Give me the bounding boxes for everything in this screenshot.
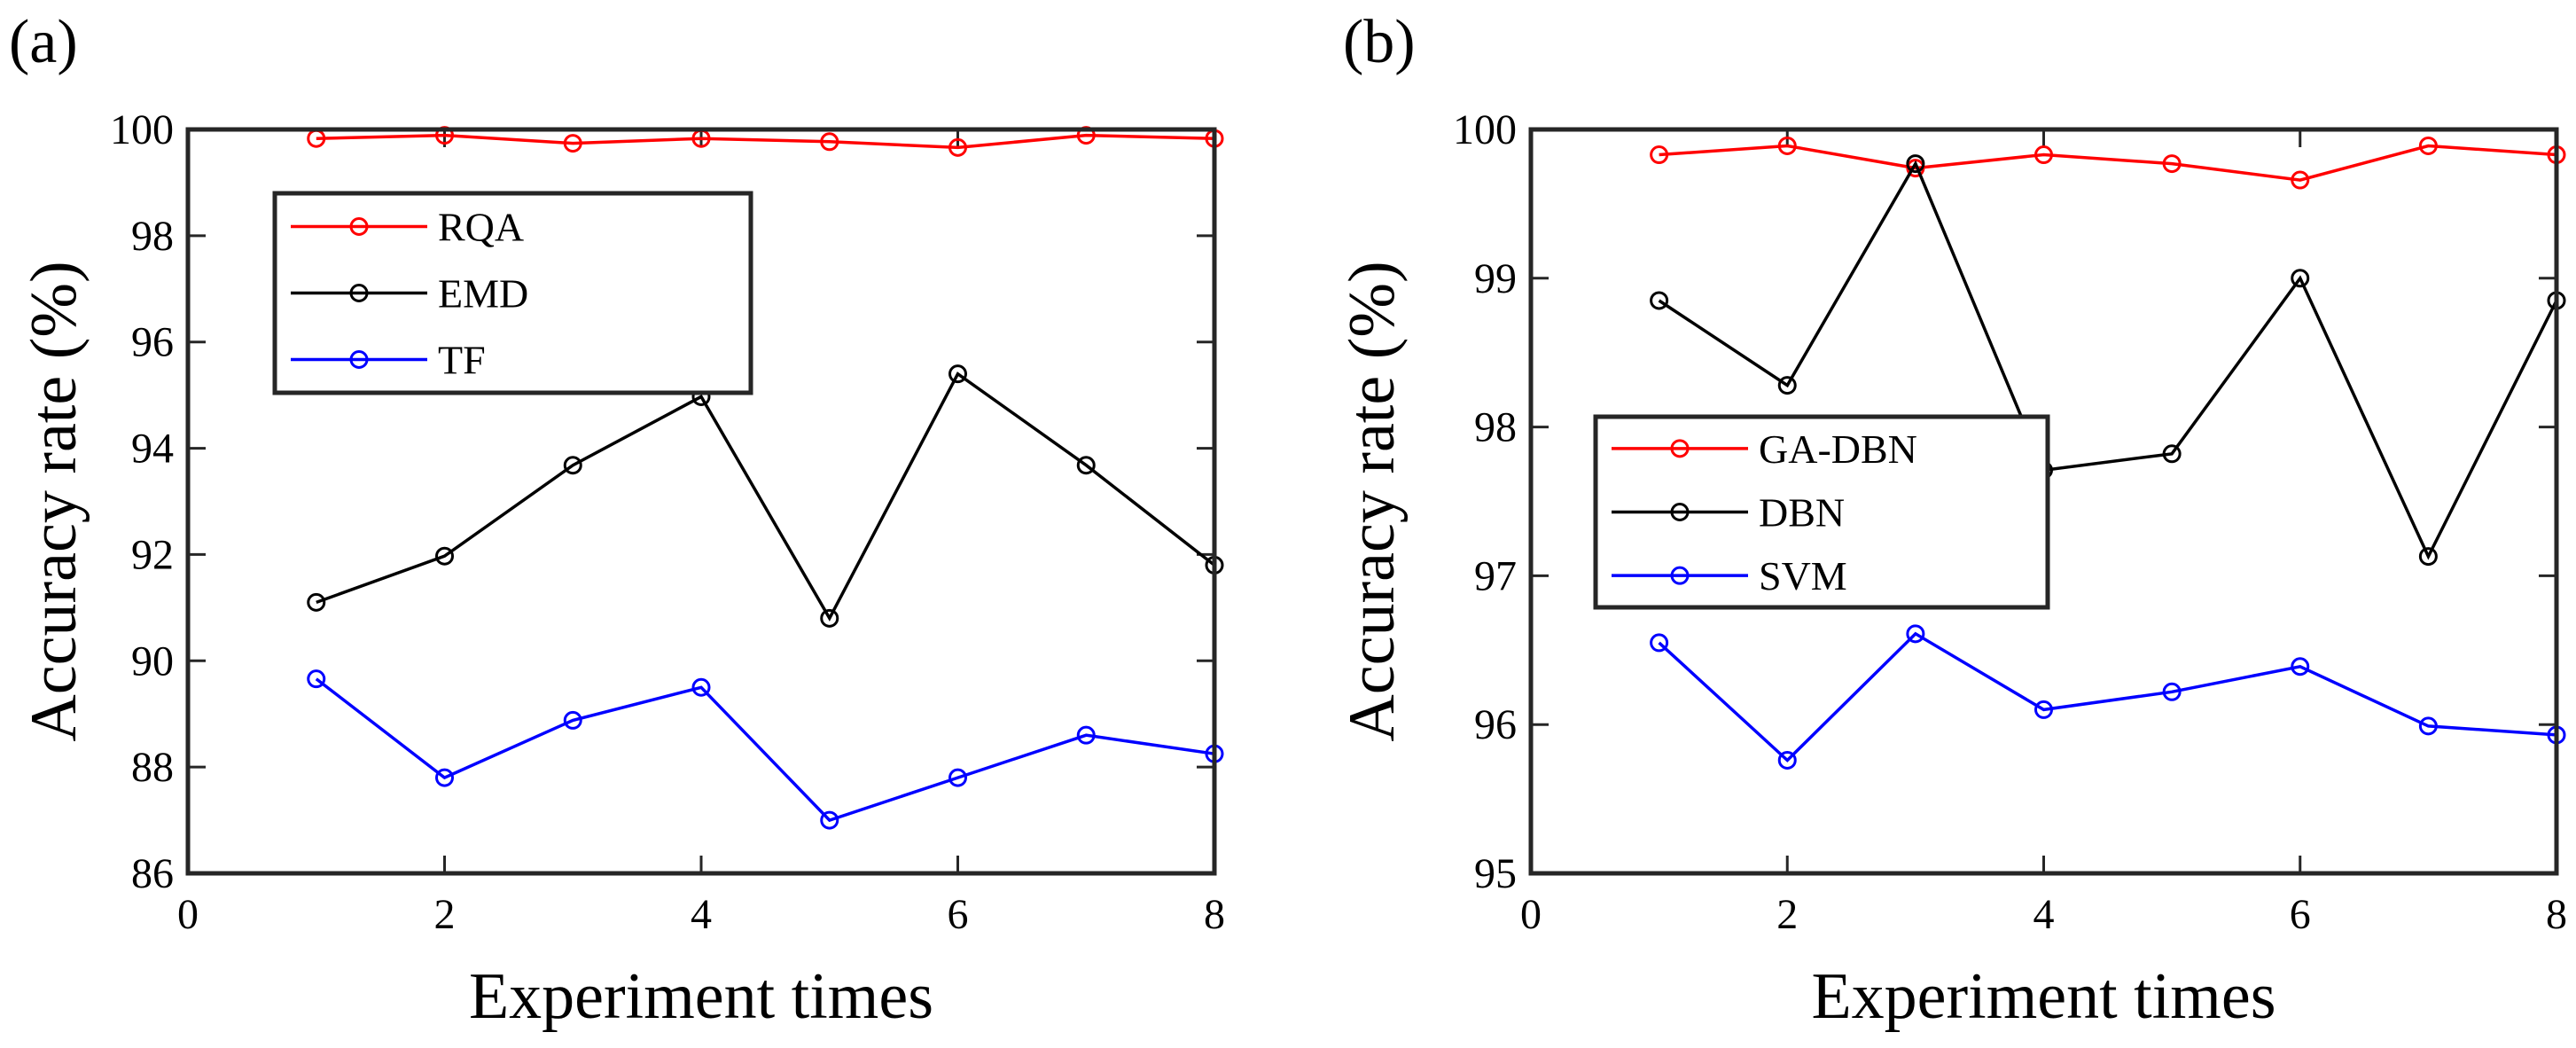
- data-point-dbn: [1650, 291, 1669, 310]
- data-point-svm: [2034, 700, 2053, 719]
- x-tick-label: 8: [1204, 891, 1225, 938]
- x-axis-label: Experiment times: [1811, 960, 2275, 1033]
- data-point-svm: [1906, 624, 1925, 644]
- x-tick-label: 6: [2290, 891, 2311, 938]
- data-point-rqa: [948, 137, 967, 157]
- legend-label-emd: EMD: [438, 271, 528, 317]
- y-tick-label: 96: [131, 319, 174, 366]
- y-tick-label: 94: [131, 426, 174, 473]
- data-point-tf: [691, 677, 711, 697]
- y-tick-label: 90: [131, 637, 174, 684]
- data-point-ga-dbn: [2162, 154, 2182, 174]
- legend-label-tf: TF: [438, 338, 486, 383]
- data-point-emd: [435, 546, 454, 566]
- y-tick-label: 98: [131, 213, 174, 260]
- plot-frame: [185, 127, 1217, 876]
- data-point-tf: [435, 768, 454, 787]
- y-tick-label: 97: [1474, 552, 1517, 599]
- legend-marker-rqa: [349, 217, 369, 236]
- data-point-tf: [563, 710, 582, 730]
- data-point-dbn: [2291, 269, 2310, 288]
- data-point-emd: [820, 608, 839, 628]
- data-point-emd: [948, 364, 967, 384]
- panel-a-letter: (a): [9, 8, 78, 76]
- legend-label-svm: SVM: [1759, 553, 1847, 598]
- data-point-emd: [307, 592, 326, 612]
- panel-a-chart: (a) 0 2 4 6 8 86 88 90 92 94 96 98 100 Experiment time…: [9, 8, 1225, 1033]
- data-point-dbn: [1777, 376, 1797, 395]
- y-tick-label: 99: [1474, 255, 1517, 302]
- legend-marker-svm: [1670, 566, 1690, 585]
- data-point-ga-dbn: [2418, 136, 2438, 155]
- series-line-tf: [315, 677, 1215, 823]
- legend-marker-ga-dbn: [1670, 439, 1690, 458]
- y-axis-label: Accuracy rate (%): [1336, 261, 1409, 741]
- legend-marker-tf: [349, 350, 369, 369]
- x-tick-label: 2: [434, 891, 456, 938]
- series-line-svm: [1658, 631, 2557, 763]
- data-point-tf: [820, 810, 839, 830]
- data-point-dbn: [1906, 154, 1925, 174]
- legend-label-ga-dbn: GA-DBN: [1759, 426, 1917, 472]
- x-axis-label: Experiment times: [469, 960, 933, 1033]
- series-line-rqa: [316, 133, 1215, 150]
- y-tick-label: 100: [1453, 106, 1517, 153]
- x-tick-label: 4: [691, 891, 712, 938]
- data-point-ga-dbn: [2034, 145, 2053, 165]
- data-point-emd: [563, 456, 582, 475]
- data-point-svm: [2162, 682, 2182, 701]
- data-point-ga-dbn: [2291, 170, 2310, 190]
- y-tick-label: 95: [1474, 850, 1517, 897]
- x-tick-label: 0: [1520, 891, 1542, 938]
- panel-b-legend: GA-DBN DBN SVM: [1593, 414, 2050, 610]
- data-point-tf: [307, 669, 326, 689]
- y-tick-label: 92: [131, 531, 174, 578]
- data-point-ga-dbn: [1650, 145, 1669, 165]
- series-line-dbn: [1658, 160, 2558, 560]
- x-tick-label: 4: [2033, 891, 2055, 938]
- data-point-rqa: [563, 134, 582, 153]
- y-axis-label: Accuracy rate (%): [18, 261, 90, 741]
- data-point-ga-dbn: [1777, 136, 1797, 155]
- data-point-emd: [1076, 456, 1096, 475]
- series-line-emd: [316, 371, 1216, 622]
- panel-b-chart: (b) 0 2 4 6 8 95 96 97 98 99 100 Experiment times Acc…: [1336, 8, 2567, 1033]
- x-tick-label: 0: [177, 891, 199, 938]
- x-tick-label: 6: [948, 891, 969, 938]
- data-point-tf: [948, 768, 967, 787]
- data-point-svm: [2291, 657, 2310, 677]
- data-point-tf: [1076, 725, 1096, 745]
- legend-marker-emd: [349, 284, 369, 302]
- data-point-svm: [1650, 633, 1669, 653]
- y-tick-label: 88: [131, 744, 174, 791]
- panel-a-legend: RQA EMD TF: [272, 191, 753, 395]
- x-tick-label: 8: [2546, 891, 2567, 938]
- y-tick-label: 98: [1474, 404, 1517, 451]
- y-tick-label: 96: [1474, 701, 1517, 748]
- x-tick-label: 2: [1776, 891, 1798, 938]
- data-point-dbn: [2418, 547, 2438, 567]
- panel-b-letter: (b): [1343, 8, 1416, 76]
- data-point-svm: [2418, 716, 2438, 736]
- legend-label-rqa: RQA: [438, 205, 524, 250]
- data-point-rqa: [820, 132, 839, 152]
- plot-frame: [1528, 127, 2559, 876]
- data-point-svm: [1777, 750, 1797, 770]
- data-point-dbn: [2162, 444, 2182, 464]
- y-tick-label: 86: [131, 850, 174, 897]
- legend-marker-dbn: [1670, 503, 1690, 521]
- series-line-ga-dbn: [1659, 144, 2557, 182]
- y-tick-label: 100: [110, 106, 174, 153]
- legend-label-dbn: DBN: [1759, 490, 1845, 536]
